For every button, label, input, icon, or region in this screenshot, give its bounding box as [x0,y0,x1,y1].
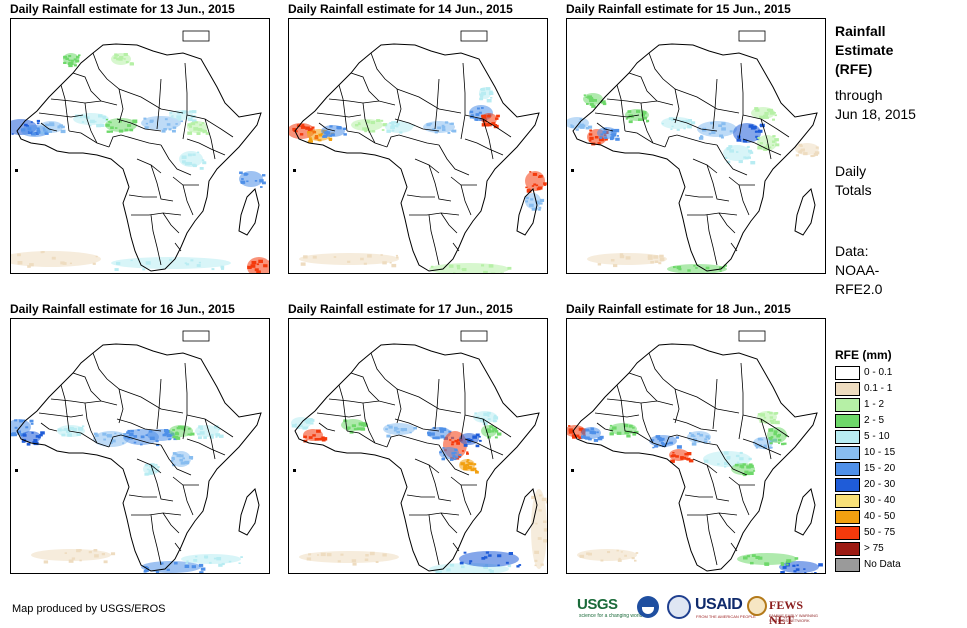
fews-globe-icon [747,596,767,616]
legend-swatch [835,382,860,396]
map-panel-15-jun: Daily Rainfall estimate for 15 Jun., 201… [566,2,826,274]
rainfall-map [288,18,548,274]
legend-swatch [835,398,860,412]
panel-title: Daily Rainfall estimate for 17 Jun., 201… [288,302,513,316]
legend-label: 2 - 5 [864,415,884,426]
partner-logos: USGS science for a changing world USAID … [575,594,825,622]
legend-label: 30 - 40 [864,495,895,506]
map-panel-13-jun: Daily Rainfall estimate for 13 Jun., 201… [10,2,270,274]
map-panel-17-jun: Daily Rainfall estimate for 17 Jun., 201… [288,302,548,574]
legend-title: RFE (mm) [835,348,892,362]
legend-label: 50 - 75 [864,527,895,538]
fews-tagline: FAMINE EARLY WARNING SYSTEMS NETWORK [769,613,825,623]
map-svg [11,19,269,273]
legend-label: 15 - 20 [864,463,895,474]
panel-title: Daily Rainfall estimate for 14 Jun., 201… [288,2,513,16]
through-line: through [835,86,955,105]
map-svg [289,319,547,573]
data-source: Data: NOAA- RFE2.0 [835,242,955,299]
legend-label: 1 - 2 [864,399,884,410]
map-svg [567,19,825,273]
panel-title: Daily Rainfall estimate for 16 Jun., 201… [10,302,235,316]
title-line: Rainfall [835,22,955,41]
legend-swatch [835,558,860,572]
legend-swatch [835,414,860,428]
through-line: Jun 18, 2015 [835,105,955,124]
title-line: Estimate [835,41,955,60]
usgs-logo: USGS [577,596,618,613]
legend-label: No Data [864,559,901,570]
legend-label: 40 - 50 [864,511,895,522]
data-line: NOAA- [835,261,955,280]
legend-label: 5 - 10 [864,431,890,442]
map-panel-18-jun: Daily Rainfall estimate for 18 Jun., 201… [566,302,826,574]
legend-swatch [835,478,860,492]
map-svg [11,319,269,573]
legend-swatch [835,494,860,508]
legend-swatch [835,526,860,540]
title-line: (RFE) [835,60,955,79]
noaa-logo-icon [637,596,659,618]
legend-swatch [835,446,860,460]
usaid-logo: USAID [695,596,742,614]
map-svg [567,319,825,573]
daily-totals: Daily Totals [835,162,955,200]
rainfall-map [566,18,826,274]
map-svg [289,19,547,273]
data-line: Data: [835,242,955,261]
legend-swatch [835,462,860,476]
legend-label: 0 - 0.1 [864,367,892,378]
legend-label: 10 - 15 [864,447,895,458]
legend-label: > 75 [864,543,884,554]
legend-swatch [835,510,860,524]
usaid-tagline: FROM THE AMERICAN PEOPLE [696,614,756,619]
panel-title: Daily Rainfall estimate for 15 Jun., 201… [566,2,791,16]
rainfall-map [10,18,270,274]
map-credit: Map produced by USGS/EROS [12,603,165,615]
rainfall-map [10,318,270,574]
daily-line: Daily [835,162,955,181]
legend-label: 0.1 - 1 [864,383,892,394]
panel-title: Daily Rainfall estimate for 18 Jun., 201… [566,302,791,316]
product-title: Rainfall Estimate (RFE) [835,22,955,79]
daily-line: Totals [835,181,955,200]
seal-icon [667,595,691,619]
map-panel-16-jun: Daily Rainfall estimate for 16 Jun., 201… [10,302,270,574]
legend-swatch [835,430,860,444]
map-panel-14-jun: Daily Rainfall estimate for 14 Jun., 201… [288,2,548,274]
panel-title: Daily Rainfall estimate for 13 Jun., 201… [10,2,235,16]
noaa-gull-icon [642,607,654,614]
rainfall-map [566,318,826,574]
legend-swatch [835,366,860,380]
usgs-tagline: science for a changing world [579,613,642,619]
data-line: RFE2.0 [835,280,955,299]
legend-label: 20 - 30 [864,479,895,490]
rainfall-map [288,318,548,574]
through-date: through Jun 18, 2015 [835,86,955,124]
legend-swatch [835,542,860,556]
